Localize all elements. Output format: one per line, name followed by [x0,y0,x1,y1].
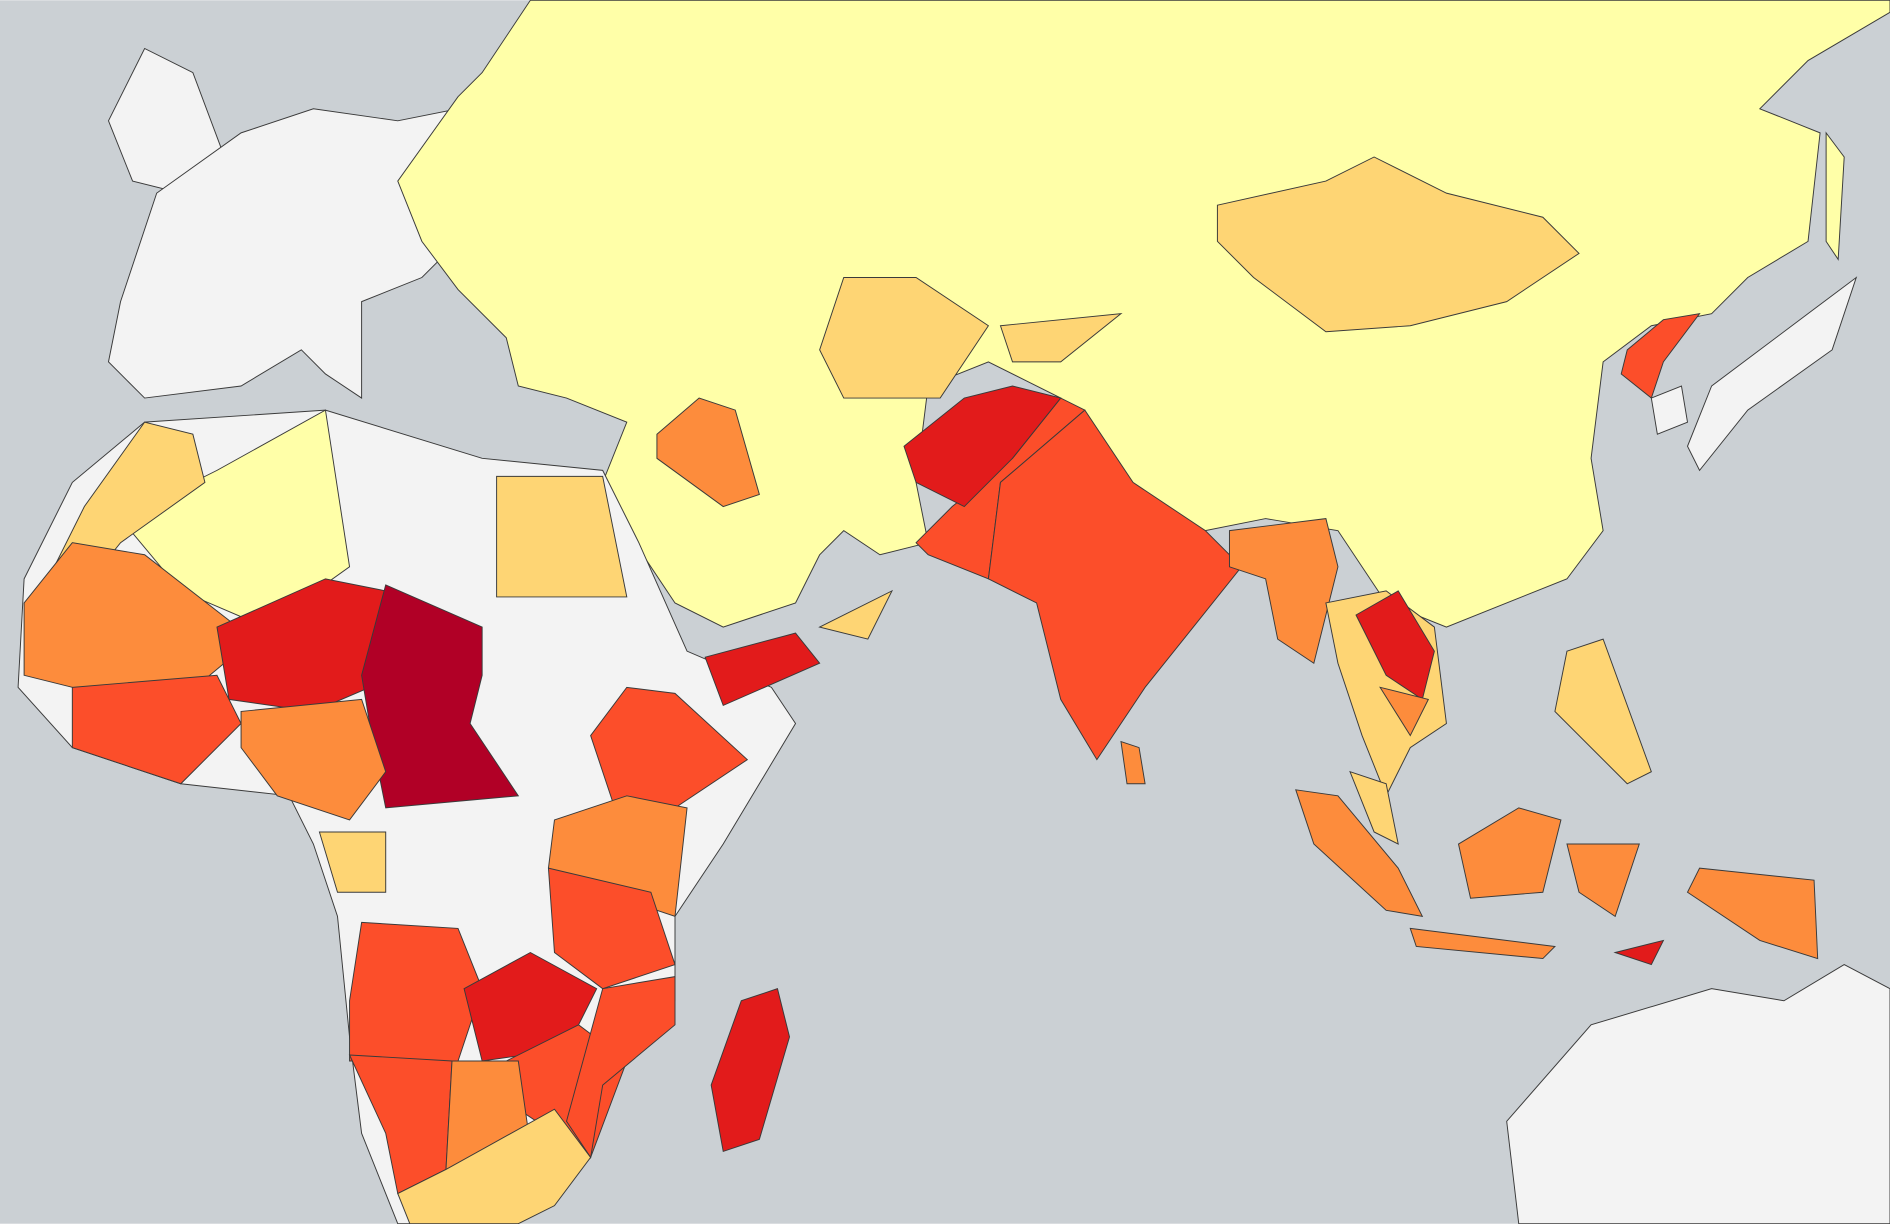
region-afghanistan [903,385,1062,508]
region-eurasia [397,0,1890,628]
region-kyrgyzstan [999,313,1123,363]
region-gabon [318,831,387,893]
region-west-africa [71,674,242,785]
region-timor [1613,939,1665,966]
land [17,0,1890,1224]
region-java [1409,927,1556,960]
region-india [987,409,1243,761]
region-south-korea [1650,385,1689,435]
region-chad [361,584,520,809]
region-mozambique [565,976,676,1159]
region-mongolia [1216,156,1580,333]
region-papua [1686,867,1819,960]
region-japan [1686,276,1858,472]
region-mali [23,542,254,700]
region-nigeria [240,698,387,821]
region-philippines [1554,638,1652,785]
region-cambodia [1379,686,1430,737]
region-iraq [656,397,760,508]
region-yemen [704,632,821,707]
region-egypt [496,475,628,598]
region-central-asia [819,277,990,399]
region-north-korea [1620,313,1701,399]
region-sri-lanka [1120,740,1146,785]
region-tanzania [547,867,676,990]
region-madagascar [710,988,791,1153]
region-sakhalin [1825,131,1845,261]
region-borneo [1457,807,1562,899]
region-sulawesi [1566,843,1640,918]
region-europe [107,108,483,399]
region-oman [818,589,894,640]
region-myanmar [1228,518,1339,665]
region-laos [1355,590,1435,701]
region-malaysia [1349,770,1399,845]
region-sumatra [1295,789,1424,917]
region-angola [349,921,483,1062]
